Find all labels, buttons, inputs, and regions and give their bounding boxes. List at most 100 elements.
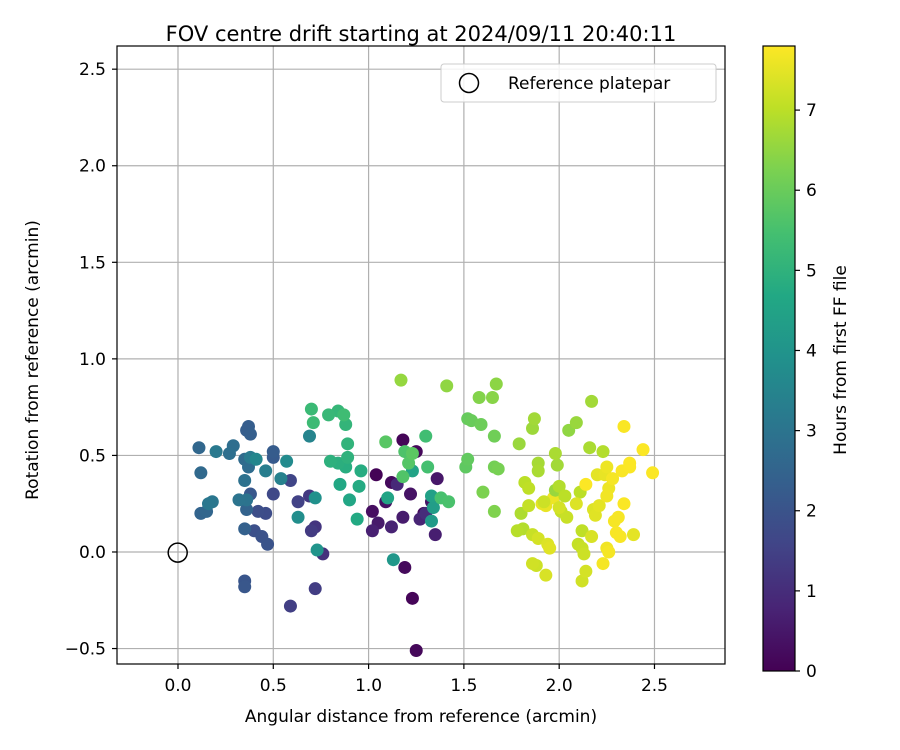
data-point [585,530,599,544]
data-point [238,474,252,488]
y-tick-label: 0.5 [79,446,106,466]
data-point [350,512,364,526]
colorbar-label: Hours from first FF file [831,265,851,455]
data-point [487,429,501,443]
data-point [266,487,280,501]
colorbar-gradient [762,45,796,672]
data-point [209,445,223,459]
data-point [522,481,536,495]
data-point [558,489,572,503]
legend-marker [458,72,480,94]
data-point [243,427,257,441]
data-point [405,446,419,460]
data-point [280,454,294,468]
legend: Reference platepar [440,63,717,103]
x-axis-ticks: 0.0 0.5 1.0 1.5 2.0 2.5 [164,664,668,696]
data-point [611,510,625,524]
data-point [474,418,488,432]
colorbar-tick-label: 0 [806,662,817,682]
y-tick-label: 2.0 [79,157,106,177]
data-point [404,487,418,501]
data-point [322,408,336,422]
plot-frame [116,45,726,665]
data-point [552,501,566,515]
colorbar-tick-label: 3 [806,422,817,442]
data-point [238,580,252,594]
colorbar-tick-label: 6 [806,181,817,201]
data-point [333,477,347,491]
data-point [291,495,305,509]
data-point [291,510,305,524]
data-point [424,514,438,528]
legend-box [440,63,717,103]
data-point [489,377,503,391]
data-point [577,547,591,561]
data-point [323,454,337,468]
colorbar-tick-label: 5 [806,261,817,281]
data-point [600,460,614,474]
data-points [192,373,660,657]
data-point [476,485,490,499]
data-point [310,543,324,557]
reference-platepar-marker [167,542,188,563]
data-point [440,379,454,393]
data-point [485,390,499,404]
data-point [396,510,410,524]
data-point [201,497,215,511]
data-point [543,541,557,555]
data-point [398,560,412,574]
y-tick-label: −0.5 [65,640,106,660]
x-axis-label: Angular distance from reference (arcmin) [245,707,597,727]
y-axis-ticks: −0.5 0.0 0.5 1.0 1.5 2.0 2.5 [65,60,117,660]
data-point [274,472,288,486]
data-point [583,441,597,455]
data-point [510,524,524,538]
colorbar-tick-label: 2 [806,502,817,522]
data-point [428,528,442,542]
data-point [617,419,631,433]
data-point [341,450,355,464]
data-point [384,520,398,534]
data-point [222,446,236,460]
data-point [405,591,419,605]
data-point [339,418,353,432]
data-point [426,501,440,515]
y-axis-label: Rotation from reference (arcmin) [23,220,43,500]
data-point [548,446,562,460]
data-point [560,510,574,524]
data-point [308,491,322,505]
colorbar-tick-label: 1 [806,582,817,602]
data-point [531,531,545,545]
data-point [602,545,616,559]
data-point [337,408,351,422]
data-point [525,421,539,435]
x-tick-label: 1.0 [355,676,382,696]
x-tick-label: 2.0 [546,676,573,696]
data-point [487,504,501,518]
colorbar-tick-label: 7 [806,101,817,121]
x-tick-label: 2.5 [641,676,668,696]
data-point [552,479,566,493]
data-point [606,472,620,486]
data-point [512,437,526,451]
data-point [522,499,536,513]
data-point [442,495,456,509]
data-point [617,497,631,511]
data-point [306,416,320,430]
data-point [394,373,408,387]
y-tick-label: 1.0 [79,350,106,370]
data-point [240,503,254,516]
y-tick-label: 0.0 [79,543,106,563]
data-point [396,470,410,484]
data-point [379,435,393,449]
data-point [343,493,357,507]
x-tick-label: 0.0 [164,676,191,696]
data-point [525,557,539,571]
data-point [194,466,208,480]
data-point [569,416,583,430]
data-point [636,443,650,457]
data-point [592,499,606,513]
data-point [537,495,551,509]
data-point [354,464,368,478]
